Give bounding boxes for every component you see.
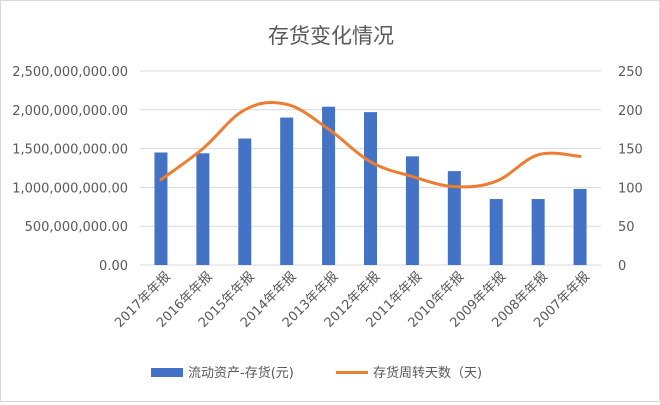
bar [532,199,545,265]
bar [238,139,251,265]
left-tick-label: 0.00 [99,259,128,274]
right-tick-label: 0 [618,259,626,274]
right-tick-label: 50 [618,220,635,235]
left-axis-ticks: 0.00 500,000,000.00 1,000,000,000.00 1,500,… [12,65,128,274]
right-tick-label: 200 [618,104,643,119]
legend-swatch-bar [151,368,183,377]
left-tick-label: 1,500,000,000.00 [12,143,128,158]
bar [490,199,503,265]
bar [196,153,209,265]
x-axis-ticks: 2017年年报2016年年报2015年年报2014年年报2013年年报2012年… [112,269,593,331]
bar [154,152,167,265]
legend-label-line: 存货周转天数（天) [373,365,482,381]
bar [364,112,377,265]
legend: 流动资产-存货(元) 存货周转天数（天) [151,365,482,381]
left-tick-label: 1,000,000,000.00 [12,181,128,196]
right-axis-ticks: 0 50 100 150 200 250 [618,65,643,274]
right-tick-label: 250 [618,65,643,80]
right-tick-label: 150 [618,143,643,158]
bar [406,156,419,265]
bar [574,189,587,265]
chart-title: 存货变化情况 [268,24,394,48]
left-tick-label: 2,000,000,000.00 [12,104,128,119]
bar [280,118,293,265]
legend-label-bar: 流动资产-存货(元) [188,365,294,381]
right-tick-label: 100 [618,181,643,196]
left-tick-label: 500,000,000.00 [25,220,128,235]
left-tick-label: 2,500,000,000.00 [12,65,128,80]
